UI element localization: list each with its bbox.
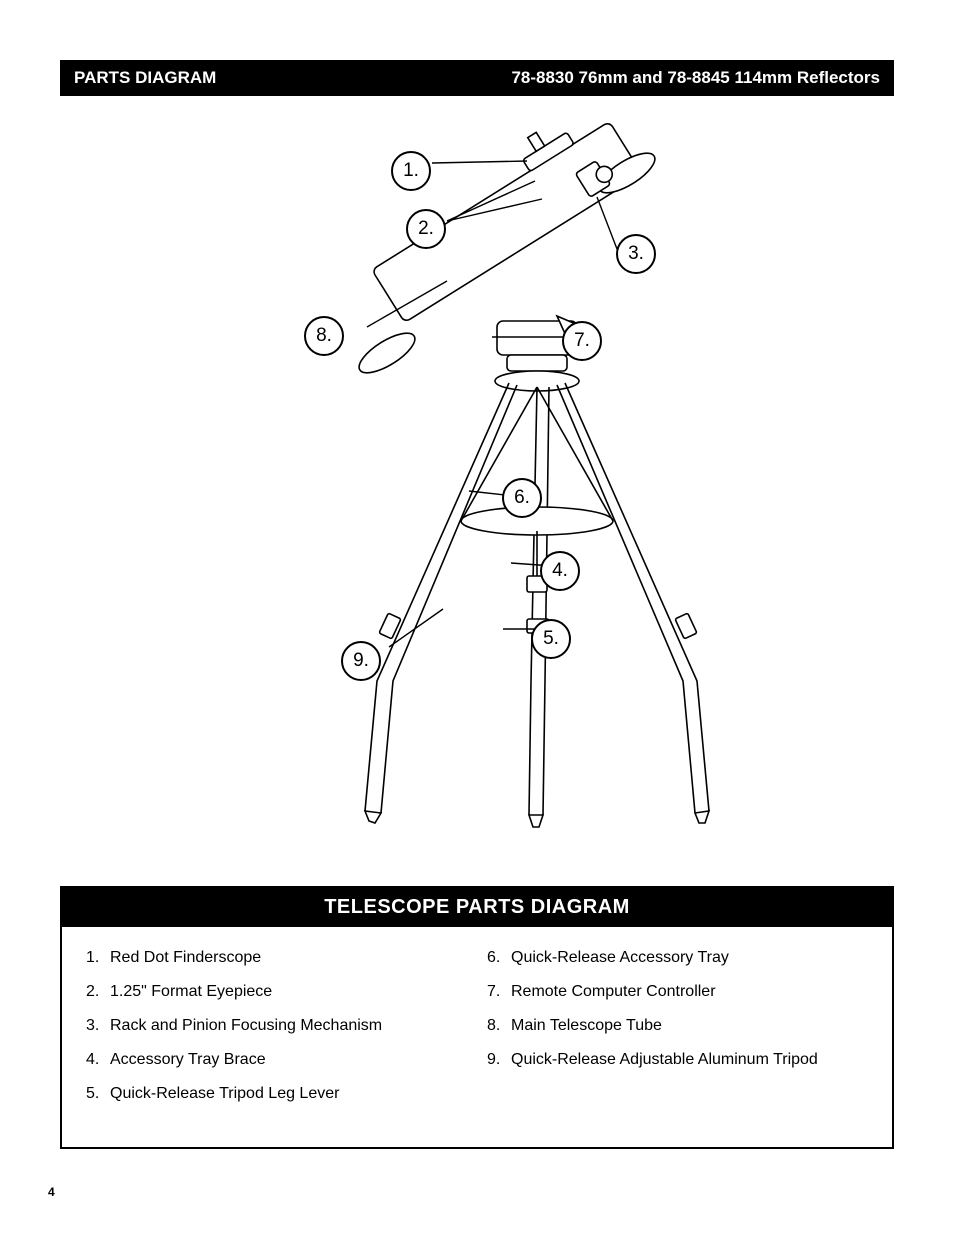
callout-8: 8. bbox=[304, 316, 344, 356]
callout-6: 6. bbox=[502, 478, 542, 518]
callout-4: 4. bbox=[540, 551, 580, 591]
item-number: 3. bbox=[86, 1017, 110, 1035]
header-left: PARTS DIAGRAM bbox=[74, 68, 216, 88]
list-item: 8.Main Telescope Tube bbox=[487, 1017, 868, 1035]
callout-7: 7. bbox=[562, 321, 602, 361]
callout-9: 9. bbox=[341, 641, 381, 681]
diagram-area: 1. 2. 3. 4. 5. 6. 7. 8. 9. bbox=[60, 121, 894, 871]
item-label: 1.25" Format Eyepiece bbox=[110, 983, 272, 1001]
item-label: Quick-Release Accessory Tray bbox=[511, 949, 729, 967]
parts-legend-title: TELESCOPE PARTS DIAGRAM bbox=[62, 888, 892, 927]
item-label: Red Dot Finderscope bbox=[110, 949, 261, 967]
parts-right-column: 6.Quick-Release Accessory Tray 7.Remote … bbox=[487, 949, 868, 1119]
callout-2: 2. bbox=[406, 209, 446, 249]
list-item: 5.Quick-Release Tripod Leg Lever bbox=[86, 1085, 467, 1103]
list-item: 6.Quick-Release Accessory Tray bbox=[487, 949, 868, 967]
list-item: 7.Remote Computer Controller bbox=[487, 983, 868, 1001]
callout-1: 1. bbox=[391, 151, 431, 191]
callout-5: 5. bbox=[531, 619, 571, 659]
item-label: Quick-Release Tripod Leg Lever bbox=[110, 1085, 339, 1103]
header-right: 78-8830 76mm and 78-8845 114mm Reflector… bbox=[511, 68, 880, 88]
callout-3: 3. bbox=[616, 234, 656, 274]
list-item: 3. Rack and Pinion Focusing Mechanism bbox=[86, 1017, 467, 1035]
item-number: 7. bbox=[487, 983, 511, 1001]
item-number: 1. bbox=[86, 949, 110, 967]
item-label: Quick-Release Adjustable Aluminum Tripod bbox=[511, 1051, 818, 1069]
header-bar: PARTS DIAGRAM 78-8830 76mm and 78-8845 1… bbox=[60, 60, 894, 96]
parts-legend-body: 1.Red Dot Finderscope 2.1.25" Format Eye… bbox=[62, 927, 892, 1147]
item-number: 4. bbox=[86, 1051, 110, 1069]
item-label: Rack and Pinion Focusing Mechanism bbox=[110, 1017, 382, 1035]
item-number: 8. bbox=[487, 1017, 511, 1035]
item-number: 9. bbox=[487, 1051, 511, 1069]
list-item: 4.Accessory Tray Brace bbox=[86, 1051, 467, 1069]
item-number: 5. bbox=[86, 1085, 110, 1103]
parts-legend-box: TELESCOPE PARTS DIAGRAM 1.Red Dot Finder… bbox=[60, 886, 894, 1149]
parts-list-right: 6.Quick-Release Accessory Tray 7.Remote … bbox=[487, 949, 868, 1069]
list-item: 2.1.25" Format Eyepiece bbox=[86, 983, 467, 1001]
list-item: 9.Quick-Release Adjustable Aluminum Trip… bbox=[487, 1051, 868, 1069]
item-number: 2. bbox=[86, 983, 110, 1001]
item-label: Main Telescope Tube bbox=[511, 1017, 662, 1035]
parts-list-left: 1.Red Dot Finderscope 2.1.25" Format Eye… bbox=[86, 949, 467, 1103]
parts-left-column: 1.Red Dot Finderscope 2.1.25" Format Eye… bbox=[86, 949, 467, 1119]
item-number: 6. bbox=[487, 949, 511, 967]
page-number: 4 bbox=[48, 1185, 55, 1199]
telescope-illustration bbox=[197, 121, 757, 851]
item-label: Remote Computer Controller bbox=[511, 983, 716, 1001]
list-item: 1.Red Dot Finderscope bbox=[86, 949, 467, 967]
item-label: Accessory Tray Brace bbox=[110, 1051, 266, 1069]
